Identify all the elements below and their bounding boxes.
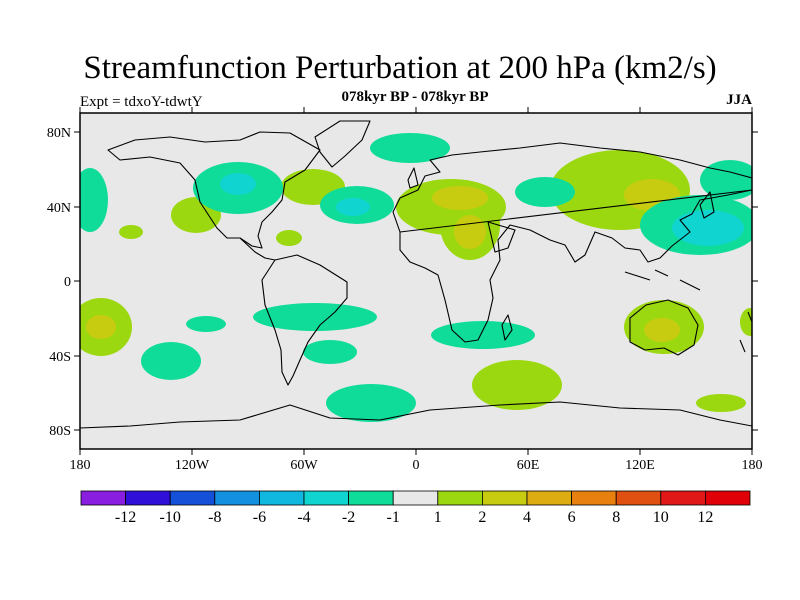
- plot-subtitle: 078kyr BP - 078kyr BP: [341, 89, 489, 105]
- colorbar-label: 1: [434, 509, 442, 526]
- anomaly-region: [454, 215, 486, 249]
- lon-label: 0: [413, 458, 420, 473]
- colorbar-swatch: [481, 490, 528, 506]
- coast-madagascar: [501, 314, 513, 341]
- coast-japan: [699, 191, 715, 219]
- colorbar: -12 -10 -8 -6 -4 -2 -1 1 2 4 6 8 10 12: [80, 490, 751, 526]
- anomaly-region: [644, 318, 680, 342]
- lon-label: 120W: [175, 458, 210, 473]
- lon-label: 60E: [517, 458, 540, 473]
- longitude-axis: [79, 107, 753, 455]
- anomaly-region: [86, 315, 116, 339]
- season-label: JJA: [726, 92, 752, 108]
- colorbar-swatch: [526, 490, 572, 506]
- colorbar-swatch: [348, 490, 394, 506]
- colorbar-label: -10: [160, 509, 181, 526]
- anomaly-region: [220, 173, 256, 195]
- colorbar-swatch: [258, 490, 305, 506]
- colorbar-swatch: [615, 490, 662, 506]
- anomaly-region: [326, 384, 416, 422]
- anomaly-region: [370, 133, 450, 163]
- colorbar-label: -6: [253, 509, 266, 526]
- plot-title: Streamfunction Perturbation at 200 hPa (…: [83, 50, 717, 86]
- lon-label: 120E: [625, 458, 655, 473]
- coast-africa-europe-asia: [392, 142, 752, 343]
- anomaly-region: [119, 225, 143, 239]
- anomaly-region: [303, 340, 357, 364]
- colorbar-swatch: [392, 490, 439, 506]
- colorbar-label: 2: [478, 509, 486, 526]
- colorbar-swatch: [437, 490, 483, 506]
- anomaly-region: [336, 198, 370, 216]
- coast-indonesia: [624, 269, 701, 291]
- colorbar-label: 6: [568, 509, 576, 526]
- colorbar-label: 4: [523, 509, 531, 526]
- coastlines: [80, 120, 752, 429]
- colorbar-label: -4: [297, 509, 310, 526]
- colorbar-label: 8: [612, 509, 620, 526]
- lon-label: 180: [742, 458, 763, 473]
- coast-north-america: [107, 131, 321, 249]
- colorbar-label: 10: [653, 509, 669, 526]
- coast-greenland: [314, 120, 371, 168]
- anomaly-region: [431, 321, 535, 349]
- anomaly-region: [141, 342, 201, 380]
- anomaly-region: [253, 303, 377, 331]
- colorbar-label: -2: [342, 509, 355, 526]
- colorbar-swatch: [169, 490, 216, 506]
- colorbar-swatch: [571, 490, 617, 506]
- anomaly-region: [80, 168, 108, 232]
- lat-label: 80N: [47, 126, 71, 141]
- colorbar-swatch: [660, 490, 706, 506]
- colorbar-swatch: [705, 490, 751, 506]
- coast-central-america: [239, 237, 276, 261]
- anomaly-region: [186, 316, 226, 332]
- anomaly-region: [276, 230, 302, 246]
- lon-label: 180: [70, 458, 91, 473]
- colorbar-label: -1: [387, 509, 400, 526]
- colorbar-swatch: [125, 490, 171, 506]
- lat-label: 40N: [47, 201, 71, 216]
- colorbar-label: -12: [115, 509, 136, 526]
- anomaly-region: [472, 360, 562, 410]
- colorbar-swatch: [214, 490, 260, 506]
- colorbar-swatch: [303, 490, 349, 506]
- coast-antarctica: [80, 401, 752, 429]
- lat-label: 40S: [49, 350, 71, 365]
- anomaly-field: [80, 133, 752, 422]
- coast-arabia: [487, 221, 516, 253]
- lat-label: 0: [64, 275, 71, 290]
- lat-label: 80S: [49, 424, 71, 439]
- colorbar-swatch: [80, 490, 126, 506]
- colorbar-label: 12: [697, 509, 713, 526]
- anomaly-region: [515, 177, 575, 207]
- anomaly-region: [432, 186, 488, 210]
- anomaly-region: [740, 308, 752, 336]
- coast-south-america: [261, 254, 348, 386]
- latitude-axis: [74, 131, 758, 431]
- coast-australia: [629, 299, 699, 356]
- anomaly-region: [672, 210, 744, 246]
- anomaly-region: [696, 394, 746, 412]
- colorbar-label: -8: [208, 509, 221, 526]
- experiment-label: Expt = tdxoY-tdwtY: [80, 94, 203, 110]
- lon-label: 60W: [290, 458, 318, 473]
- coast-uk: [407, 167, 419, 189]
- anomaly-region: [700, 160, 752, 200]
